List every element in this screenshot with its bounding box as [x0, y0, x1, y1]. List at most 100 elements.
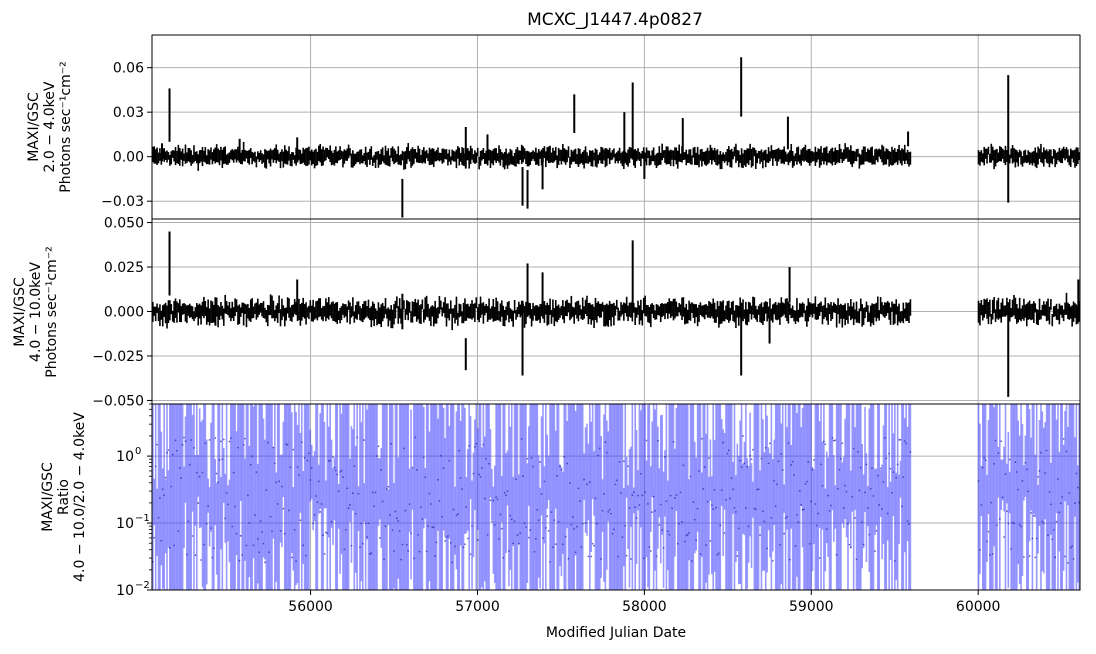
ratio-point — [201, 471, 204, 474]
ratio-point — [820, 463, 822, 466]
ratio-point — [885, 457, 888, 460]
panel-2-4kev-errorbars — [161, 57, 1010, 218]
ratio-point — [351, 492, 354, 495]
ratio-point — [264, 561, 266, 564]
ratio-point — [744, 507, 747, 509]
ratio-point — [1051, 538, 1054, 541]
ratio-point — [614, 483, 617, 486]
ratio-point — [735, 510, 737, 513]
ratio-point — [1027, 490, 1030, 493]
ratio-point — [432, 526, 435, 529]
ratio-point — [822, 440, 825, 443]
ratio-point — [354, 512, 357, 515]
panel-ratio-errorbars — [151, 404, 1081, 590]
ratio-point — [1020, 525, 1022, 528]
ratio-point — [1000, 440, 1003, 443]
ratio-point — [239, 534, 242, 537]
ratio-point — [309, 479, 312, 481]
ratio-point — [810, 500, 813, 503]
ratio-point — [854, 516, 856, 519]
ratio-point — [539, 461, 542, 463]
ratio-point — [624, 524, 627, 527]
ratio-point — [515, 478, 517, 481]
ratio-point — [628, 507, 631, 509]
ratio-point — [613, 528, 615, 531]
ratio-point — [593, 544, 595, 547]
ratio-point — [1062, 437, 1065, 440]
ratio-point — [388, 513, 391, 516]
ratio-point — [837, 487, 839, 490]
y-tick-exponent: 0 — [135, 446, 141, 457]
ratio-point — [859, 466, 862, 469]
ratio-point — [370, 552, 373, 555]
ratio-point — [188, 463, 191, 466]
ratio-point — [815, 524, 818, 527]
ratio-point — [1068, 492, 1071, 495]
ratio-point — [235, 532, 238, 535]
ratio-point — [410, 532, 412, 535]
ratio-point — [519, 532, 522, 535]
ratio-point — [377, 445, 380, 448]
ratio-point — [1047, 534, 1049, 536]
ratio-point — [325, 531, 327, 534]
ratio-point — [393, 550, 395, 553]
ratio-point — [800, 504, 803, 506]
ratio-point — [696, 507, 699, 510]
panel-2-4kev-ylabel-line1: MAXI/GSC — [26, 92, 42, 162]
ratio-point — [570, 523, 573, 526]
ratio-point — [723, 532, 726, 534]
ratio-point — [898, 438, 900, 441]
ratio-point — [851, 495, 854, 498]
ratio-point — [559, 465, 561, 468]
ratio-point — [807, 461, 810, 463]
y-tick-label: −0.03 — [101, 194, 144, 210]
ratio-point — [516, 534, 519, 536]
ratio-point — [641, 494, 644, 497]
ratio-point — [1049, 503, 1052, 506]
ratio-point — [635, 517, 638, 519]
ratio-point — [312, 522, 315, 525]
ratio-point — [642, 557, 645, 560]
ratio-point — [630, 558, 632, 560]
ratio-point — [469, 553, 472, 556]
ratio-point — [766, 547, 769, 550]
ratio-point — [184, 440, 187, 443]
ratio-point — [456, 513, 459, 516]
ratio-point — [1001, 496, 1004, 499]
ratio-point — [864, 491, 866, 494]
ratio-point — [574, 551, 577, 554]
ratio-point — [472, 472, 475, 475]
ratio-point — [384, 525, 387, 528]
ratio-point — [750, 458, 753, 461]
ratio-point — [476, 539, 479, 541]
ratio-point — [332, 456, 334, 458]
ratio-point — [363, 439, 366, 441]
ratio-point — [726, 452, 729, 455]
ratio-point — [471, 524, 473, 527]
ratio-point — [285, 443, 288, 445]
ratio-point — [754, 508, 757, 511]
ratio-point — [394, 510, 397, 513]
ratio-point — [1003, 536, 1005, 538]
ratio-point — [415, 469, 418, 471]
ratio-point — [170, 485, 173, 488]
ratio-point — [805, 480, 808, 483]
ratio-point — [821, 484, 824, 487]
ratio-point — [770, 517, 773, 519]
ratio-point — [180, 477, 183, 480]
ratio-point — [424, 476, 427, 479]
ratio-point — [459, 477, 462, 479]
ratio-point — [566, 462, 568, 465]
ratio-point — [869, 487, 872, 490]
ratio-point — [601, 509, 604, 512]
ratio-point — [844, 484, 847, 487]
ratio-point — [387, 485, 390, 488]
ratio-point — [717, 552, 720, 555]
ratio-point — [305, 554, 307, 557]
ratio-point — [790, 463, 793, 466]
ratio-point — [517, 542, 520, 545]
ratio-point — [368, 553, 371, 555]
ratio-point — [719, 524, 722, 527]
ratio-point — [1037, 475, 1040, 478]
ratio-point — [573, 527, 576, 530]
